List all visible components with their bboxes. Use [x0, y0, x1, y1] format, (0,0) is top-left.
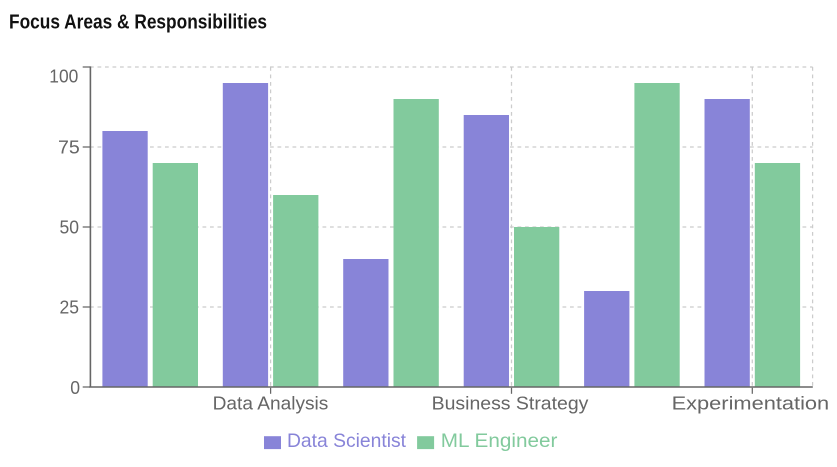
svg-text:Data Analysis: Data Analysis — [213, 393, 329, 414]
svg-text:25: 25 — [60, 297, 80, 318]
svg-text:0: 0 — [70, 377, 80, 398]
svg-text:Business Strategy: Business Strategy — [432, 393, 590, 414]
svg-text:75: 75 — [58, 137, 80, 158]
svg-text:Focus Areas & Responsibilities: Focus Areas & Responsibilities — [9, 12, 267, 34]
svg-text:Data Scientist: Data Scientist — [287, 430, 407, 452]
svg-text:Experimentation: Experimentation — [672, 393, 830, 414]
svg-text:50: 50 — [60, 217, 80, 238]
svg-text:100: 100 — [49, 66, 78, 87]
svg-text:ML Engineer: ML Engineer — [441, 430, 558, 452]
